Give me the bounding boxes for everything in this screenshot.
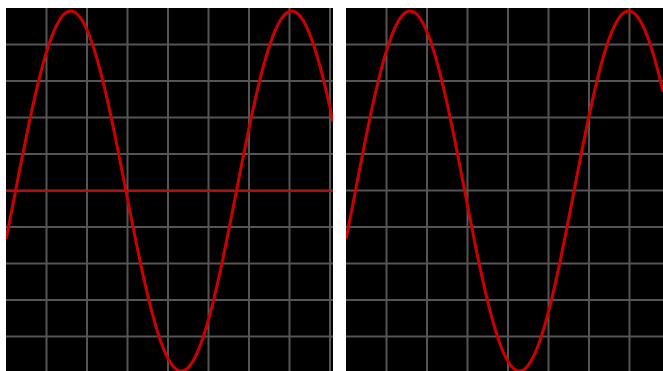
waveform-plot-left [6, 8, 333, 371]
oscilloscope-display-right [346, 8, 663, 371]
sine-waveform-trace [346, 9, 663, 371]
sine-waveform-trace [6, 9, 333, 371]
oscilloscope-display-left [6, 8, 333, 371]
waveform-plot-right [346, 8, 663, 371]
